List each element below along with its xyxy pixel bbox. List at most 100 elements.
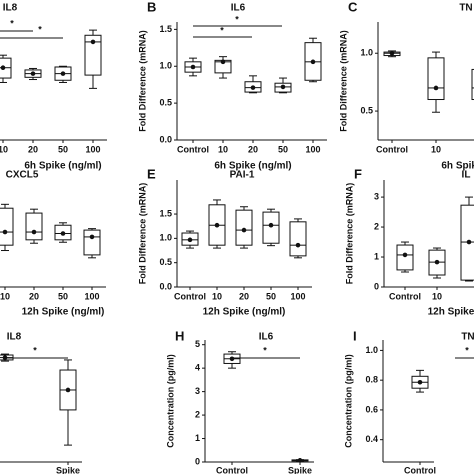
significance-star: * <box>10 18 14 28</box>
y-axis-title: Fold Difference (mRNA) <box>338 30 348 132</box>
point <box>187 237 193 243</box>
box <box>0 207 14 246</box>
chart-title: IL8 <box>7 332 22 343</box>
point <box>402 252 408 258</box>
x-tick-label: 10 <box>218 144 228 154</box>
y-tick-label: 3 <box>195 386 200 396</box>
x-tick-label: Control <box>174 291 206 301</box>
point <box>433 85 439 91</box>
y-tick-label: 1 <box>374 251 379 261</box>
box <box>427 57 445 101</box>
point <box>241 227 247 233</box>
x-axis-title: 12h Spike (ng/ml) <box>203 307 286 318</box>
chart-title: IL8 <box>3 3 18 14</box>
box <box>396 244 414 271</box>
y-tick-label: 2 <box>195 409 200 419</box>
y-tick-label: 5 <box>195 339 200 349</box>
x-tick-label: 100 <box>290 291 305 301</box>
x-tick-label: Spike <box>288 465 312 474</box>
point <box>2 229 8 235</box>
panel-letter: I <box>353 328 357 343</box>
chart-title: IL6 <box>259 332 274 343</box>
panel-letter: B <box>147 0 156 14</box>
x-axis-title: 6h Spike (ng/ml) <box>24 161 101 172</box>
box <box>83 229 101 256</box>
y-tick-label: 0 <box>374 281 379 291</box>
y-tick-label: 0.6 <box>365 404 378 414</box>
box <box>289 221 307 257</box>
x-tick-label: 10 <box>432 291 442 301</box>
y-axis-title: Fold Difference (mRNA) <box>137 30 147 132</box>
chart-title: TN <box>461 332 474 343</box>
y-tick-label: 1.0 <box>365 345 378 355</box>
point <box>229 356 235 362</box>
box <box>471 68 474 101</box>
y-axis-title: Fold Difference (mRNA) <box>344 183 354 285</box>
point <box>214 222 220 228</box>
x-tick-label: 10 <box>431 144 441 154</box>
y-tick-label: 3 <box>374 191 379 201</box>
point <box>0 65 6 71</box>
y-tick-label: 0.4 <box>365 434 378 444</box>
chart-title: TN <box>459 3 472 14</box>
point <box>466 239 472 245</box>
panel-letter: C <box>348 0 358 14</box>
x-axis-title: 6h Spike (ng/ml) <box>214 161 291 172</box>
x-tick-label: Control <box>389 291 421 301</box>
y-tick-label: 0.8 <box>365 375 378 385</box>
y-axis-title: Concentration (pg/ml) <box>343 354 353 448</box>
x-tick-label: 50 <box>266 291 276 301</box>
panel-letter: H <box>175 328 184 343</box>
box <box>235 209 253 246</box>
significance-star: * <box>263 345 267 355</box>
point <box>280 84 286 90</box>
x-tick-label: 50 <box>58 144 68 154</box>
box <box>84 34 102 76</box>
x-tick-label: 50 <box>278 144 288 154</box>
x-axis-title: 12h Spike (ng/ml) <box>428 307 474 318</box>
panel-letter: E <box>147 166 156 181</box>
box <box>25 212 43 241</box>
x-tick-label: 10 <box>0 144 8 154</box>
point <box>268 222 274 228</box>
point <box>60 231 66 236</box>
x-tick-label: 100 <box>84 291 99 301</box>
significance-star: * <box>465 345 469 355</box>
significance-star: * <box>235 14 239 24</box>
x-tick-label: 20 <box>248 144 258 154</box>
point <box>31 229 37 235</box>
y-tick-label: 1.0 <box>159 233 172 243</box>
x-tick-label: Control <box>404 465 436 474</box>
x-tick-label: 50 <box>58 291 68 301</box>
x-tick-label: Control <box>177 144 209 154</box>
point <box>190 64 196 70</box>
point <box>389 50 395 56</box>
x-tick-label: 10 <box>0 291 10 301</box>
y-tick-label: 2 <box>374 221 379 231</box>
point <box>434 259 440 265</box>
y-tick-label: 0.0 <box>159 281 172 291</box>
y-tick-label: 1.0 <box>360 48 373 58</box>
point <box>60 71 66 76</box>
significance-star: * <box>38 24 42 34</box>
box <box>262 211 280 244</box>
y-tick-label: 0.5 <box>360 105 373 115</box>
x-tick-label: 100 <box>85 144 100 154</box>
chart-title: IL6 <box>231 3 246 14</box>
significance-star: * <box>220 25 224 35</box>
x-tick-label: Control <box>216 465 248 474</box>
x-tick-label: Control <box>376 144 408 154</box>
y-tick-label: 1.0 <box>159 61 172 71</box>
y-tick-label: 0.5 <box>159 257 172 267</box>
point <box>30 71 36 76</box>
x-tick-label: 20 <box>239 291 249 301</box>
point <box>297 458 303 463</box>
point <box>295 242 301 248</box>
y-tick-label: 1.5 <box>159 208 172 218</box>
point <box>310 59 316 65</box>
y-tick-label: 1 <box>195 433 200 443</box>
x-tick-label: 20 <box>28 144 38 154</box>
y-axis-title: Concentration (pg/ml) <box>165 354 175 448</box>
point <box>250 85 256 90</box>
